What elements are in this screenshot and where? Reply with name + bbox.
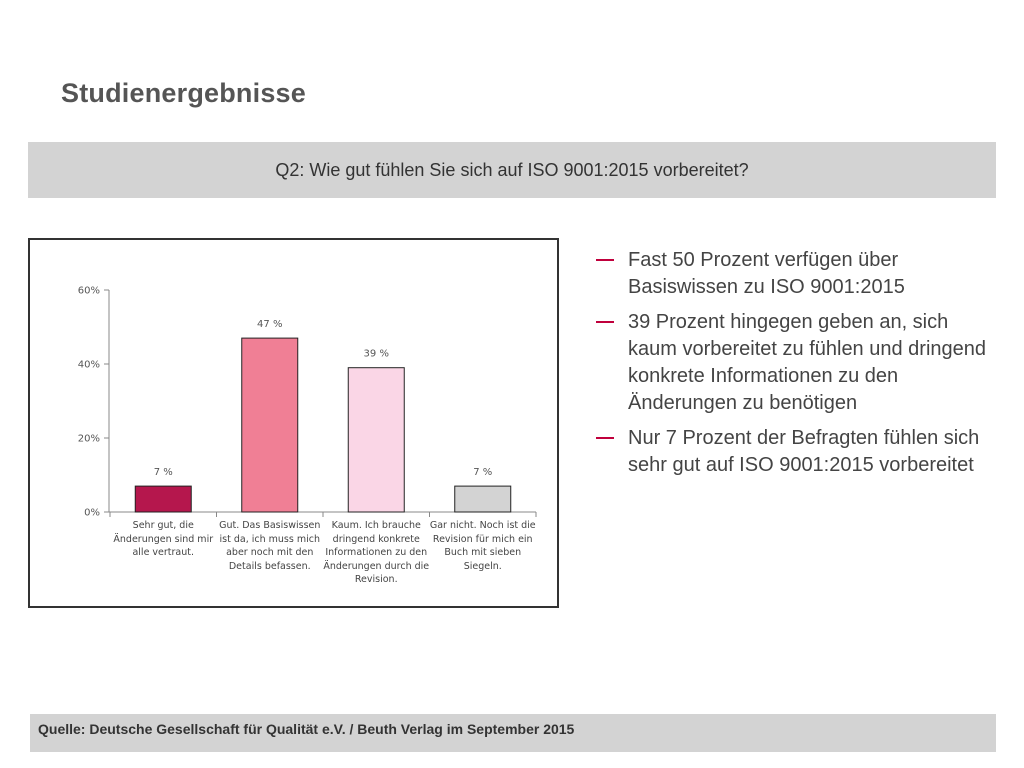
source-text: Quelle: Deutsche Gesellschaft für Qualit… <box>38 721 575 737</box>
data-label: 39 % <box>364 349 389 360</box>
slide-title: Studienergebnisse <box>61 78 306 108</box>
bullet-item: Nur 7 Prozent der Befragten fühlen sich … <box>596 425 996 479</box>
dash-bullet-icon <box>596 437 614 439</box>
category-label-line: Informationen zu den <box>325 547 428 558</box>
y-tick-label: 40% <box>78 360 100 371</box>
category-label-line: Gut. Das Basiswissen <box>219 520 321 531</box>
category-label-line: Revision für mich ein <box>432 533 533 545</box>
category-label: Gar nicht. Noch ist die Revision für mich… <box>428 519 538 573</box>
bullet-text: Fast 50 Prozent verfügen über Basiswisse… <box>628 249 905 298</box>
category-label-line: Gar nicht. Noch ist die <box>429 520 536 531</box>
bar <box>347 367 405 513</box>
bullet-item: 39 Prozent hingegen geben an, sich kaum … <box>596 309 996 417</box>
category-label: Kaum. Ich brauche dringend konkrete Inform… <box>321 519 431 587</box>
category-label-line: Kaum. Ich brauche <box>331 520 421 531</box>
question-text: Q2: Wie gut fühlen Sie sich auf ISO 9001… <box>275 159 749 180</box>
bullet-text: Nur 7 Prozent der Befragten fühlen sich … <box>628 427 980 476</box>
category-label-line: ist da, ich muss mich <box>219 533 320 545</box>
dash-bullet-icon <box>596 321 614 323</box>
category-label-line: Details befassen. <box>228 560 311 572</box>
category-label: Sehr gut, die Änderungen sind mir alle ver… <box>108 519 218 560</box>
category-label: Gut. Das Basiswissen ist da, ich muss mic… <box>215 519 325 573</box>
category-label-line: alle vertraut. <box>132 547 195 558</box>
source-footer: Quelle: Deutsche Gesellschaft für Qualit… <box>30 714 996 752</box>
category-label-line: Revision. <box>354 574 398 585</box>
question-banner: Q2: Wie gut fühlen Sie sich auf ISO 9001… <box>28 142 996 198</box>
category-label-line: Siegeln. <box>463 560 502 572</box>
y-tick-label: 20% <box>78 434 100 445</box>
bar <box>134 485 192 513</box>
bar-chart-frame: 0% 20% 40% 60% 7 % 47 % 39 % 7 % Sehr gut, die Ä… <box>28 238 559 608</box>
y-tick-label: 60% <box>78 286 100 297</box>
bullet-text: 39 Prozent hingegen geben an, sich kaum … <box>628 311 987 414</box>
category-label-line: Sehr gut, die <box>132 520 194 531</box>
bar-chart: 0% 20% 40% 60% 7 % 47 % 39 % 7 % <box>78 286 537 519</box>
category-label-line: dringend konkrete <box>332 533 420 545</box>
dash-bullet-icon <box>596 259 614 261</box>
bar <box>454 485 512 513</box>
data-label: 47 % <box>257 319 282 330</box>
key-findings-list: Fast 50 Prozent verfügen über Basiswisse… <box>596 247 996 487</box>
bullet-item: Fast 50 Prozent verfügen über Basiswisse… <box>596 247 996 301</box>
category-label-line: Änderungen durch die <box>323 560 430 572</box>
data-label: 7 % <box>473 467 492 478</box>
category-label-line: Änderungen sind mir <box>113 533 214 545</box>
data-label: 7 % <box>154 467 173 478</box>
category-label-line: Buch mit sieben <box>444 547 522 558</box>
category-label-line: aber noch mit den <box>226 547 314 558</box>
y-tick-label: 0% <box>84 508 100 519</box>
bar <box>241 337 299 513</box>
